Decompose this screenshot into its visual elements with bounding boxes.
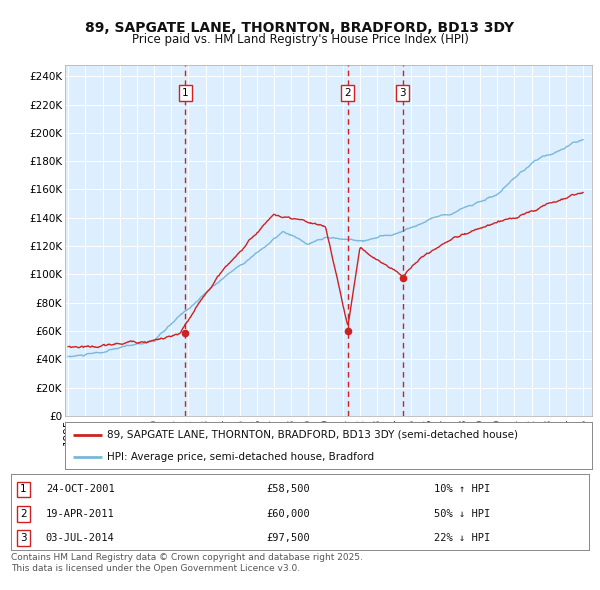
Text: 1: 1 — [20, 484, 27, 494]
Text: 22% ↓ HPI: 22% ↓ HPI — [434, 533, 490, 543]
Text: 3: 3 — [400, 88, 406, 98]
Text: Price paid vs. HM Land Registry's House Price Index (HPI): Price paid vs. HM Land Registry's House … — [131, 33, 469, 46]
Text: 50% ↓ HPI: 50% ↓ HPI — [434, 509, 490, 519]
Text: £58,500: £58,500 — [266, 484, 310, 494]
Text: 24-OCT-2001: 24-OCT-2001 — [46, 484, 115, 494]
Text: 89, SAPGATE LANE, THORNTON, BRADFORD, BD13 3DY (semi-detached house): 89, SAPGATE LANE, THORNTON, BRADFORD, BD… — [107, 430, 518, 440]
Text: 2: 2 — [344, 88, 351, 98]
Text: 1: 1 — [182, 88, 188, 98]
Text: 89, SAPGATE LANE, THORNTON, BRADFORD, BD13 3DY: 89, SAPGATE LANE, THORNTON, BRADFORD, BD… — [85, 21, 515, 35]
Text: £60,000: £60,000 — [266, 509, 310, 519]
Text: 03-JUL-2014: 03-JUL-2014 — [46, 533, 115, 543]
Text: 3: 3 — [20, 533, 27, 543]
Text: 2: 2 — [20, 509, 27, 519]
Text: 10% ↑ HPI: 10% ↑ HPI — [434, 484, 490, 494]
Text: 19-APR-2011: 19-APR-2011 — [46, 509, 115, 519]
Text: Contains HM Land Registry data © Crown copyright and database right 2025.
This d: Contains HM Land Registry data © Crown c… — [11, 553, 362, 573]
Text: HPI: Average price, semi-detached house, Bradford: HPI: Average price, semi-detached house,… — [107, 453, 374, 462]
Text: £97,500: £97,500 — [266, 533, 310, 543]
